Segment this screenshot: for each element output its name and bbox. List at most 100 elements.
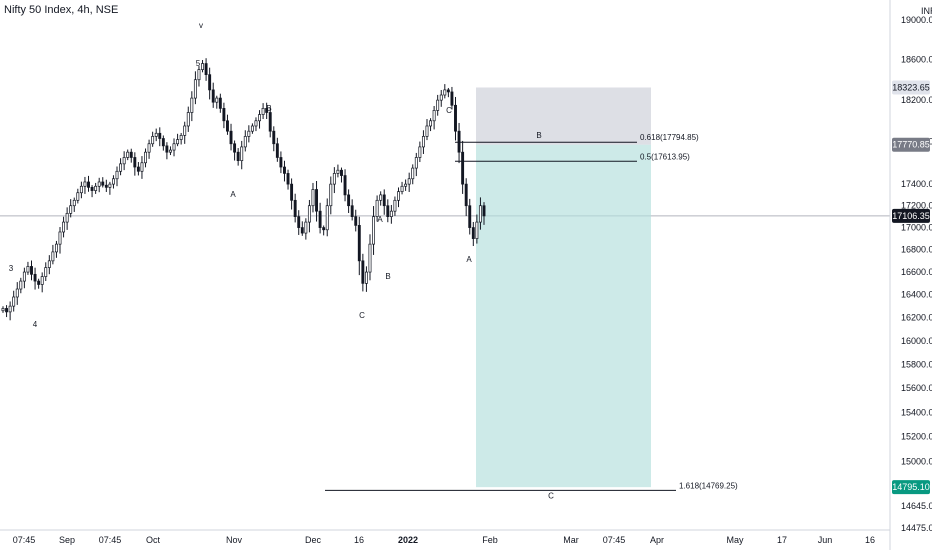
y-tick-label: 19000.00 (901, 15, 932, 25)
candle-body (233, 143, 237, 153)
candle-body (340, 169, 343, 176)
candle (336, 164, 340, 178)
wave-labels: v 5 3 4 A B C A B C A (9, 21, 473, 329)
candle (5, 305, 9, 318)
candle (172, 138, 176, 157)
candle (350, 199, 354, 221)
y-tick-label: 16000.00 (901, 336, 932, 346)
candle-body (297, 216, 301, 228)
y-tick-label: 15200.00 (901, 432, 932, 442)
candle (311, 182, 315, 213)
candle (229, 123, 233, 151)
candle-body (300, 227, 304, 234)
wave-label: A (230, 190, 236, 199)
candle-body (372, 216, 376, 245)
candle-body (311, 189, 315, 207)
candle-body (12, 296, 16, 307)
candle (315, 181, 318, 222)
wave-label: 5 (196, 59, 201, 68)
candle (101, 177, 105, 188)
candle (382, 189, 386, 215)
price-badge (892, 137, 930, 152)
candle-body (136, 166, 140, 172)
candle (265, 102, 269, 120)
x-tick-label: 07:45 (603, 535, 626, 545)
candle-body (83, 181, 87, 187)
candle (297, 210, 301, 235)
candle-body (354, 216, 358, 226)
candle-body (290, 183, 294, 201)
candle (186, 106, 190, 132)
candle (307, 199, 311, 233)
fib-label: 0.5(17613.95) (640, 152, 690, 161)
candle-body (22, 271, 26, 282)
candle-body (154, 132, 158, 137)
candle (1, 306, 5, 313)
fib-wave-label: B (536, 131, 541, 140)
candle (439, 90, 443, 107)
candle-body (165, 145, 169, 153)
candle (90, 185, 94, 198)
candle-body (58, 231, 62, 245)
candle-body (204, 63, 208, 75)
candle (233, 140, 237, 161)
candle (169, 146, 172, 156)
candle (97, 177, 101, 193)
candle (111, 175, 115, 189)
candle-body (161, 138, 165, 147)
candle (404, 179, 408, 191)
candle-body (414, 157, 418, 169)
candle (325, 198, 329, 237)
candle-body (197, 69, 201, 81)
candle (54, 240, 58, 258)
y-tick-label: 18600.00 (901, 55, 932, 65)
candle-body (389, 210, 393, 217)
candle (368, 234, 372, 281)
candle (190, 91, 194, 122)
price-badge (892, 80, 930, 95)
candle-body (400, 185, 404, 193)
wave-label: B (266, 104, 271, 113)
candle (165, 142, 169, 160)
candle (357, 216, 361, 276)
candle-body (375, 199, 379, 217)
candle-body (475, 221, 479, 239)
candle-body (478, 205, 482, 223)
candle-body (47, 260, 51, 268)
candle-body (8, 305, 12, 313)
candle-body (44, 267, 48, 277)
candle-body (386, 205, 390, 217)
candle-body (397, 191, 400, 201)
candle (361, 253, 365, 292)
y-tick-label: 14475.00 (901, 523, 932, 533)
candle-body (482, 205, 486, 217)
candle (393, 196, 397, 216)
x-tick-label: 16 (354, 535, 364, 545)
candle (26, 261, 30, 275)
fibonacci-levels: 0.618(17794.85) B 0.5(17613.95) 1.618(14769… (325, 131, 738, 500)
candle (272, 126, 276, 152)
candle-body (283, 166, 286, 174)
y-tick-label: 15600.00 (901, 383, 932, 393)
candle-body (169, 149, 172, 153)
candle-body (179, 135, 183, 140)
candle-body (436, 99, 440, 111)
candle-body (119, 163, 123, 172)
candle (436, 94, 440, 116)
candle (22, 267, 26, 289)
candle-body (293, 199, 297, 217)
candle (332, 167, 336, 194)
candle-body (5, 308, 9, 313)
candle-body (111, 178, 115, 185)
candle-body (318, 210, 322, 228)
candle-body (393, 199, 397, 212)
candle-body (115, 170, 119, 180)
candle-body (240, 146, 244, 161)
candle (443, 84, 447, 99)
candle-body (140, 162, 144, 172)
candle (211, 82, 215, 108)
candle (429, 118, 433, 132)
y-tick-label: 14645.00 (901, 501, 932, 511)
candle (58, 227, 62, 254)
